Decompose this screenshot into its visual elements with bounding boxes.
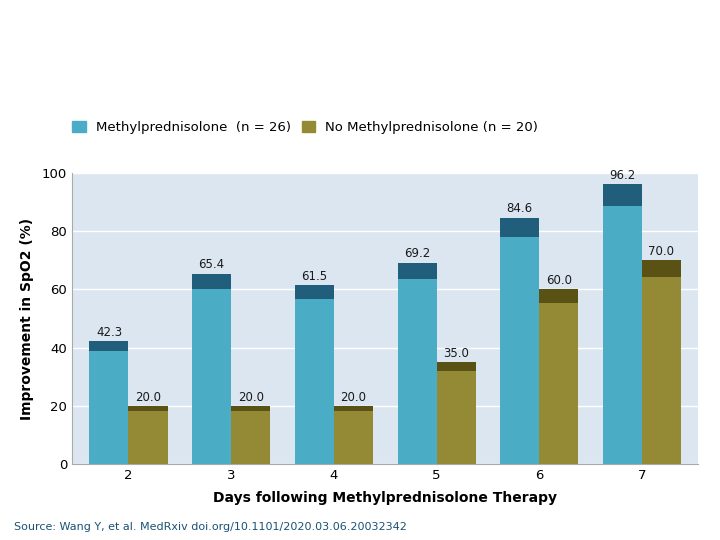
Bar	[539, 289, 578, 464]
Bar	[436, 362, 476, 370]
Bar	[231, 406, 270, 464]
Text: 60.0: 60.0	[546, 274, 572, 287]
Bar	[436, 362, 476, 464]
Text: 70.0: 70.0	[649, 245, 675, 258]
Text: 61.5: 61.5	[301, 270, 328, 283]
Bar	[192, 274, 231, 289]
Bar	[128, 406, 168, 464]
Y-axis label: Improvement in SpO2 (%): Improvement in SpO2 (%)	[19, 218, 34, 420]
Bar	[128, 406, 168, 411]
Text: 20.0: 20.0	[135, 391, 161, 404]
Bar	[192, 274, 231, 464]
Text: Patients with Severe COVID-19 Pneumonia: Results: Patients with Severe COVID-19 Pneumonia:…	[18, 77, 624, 98]
Text: Source: Wang Y, et al. MedRxiv doi.org/10.1101/2020.03.06.20032342: Source: Wang Y, et al. MedRxiv doi.org/1…	[14, 522, 408, 532]
Legend: Methylprednisolone  (n = 26), No Methylprednisolone (n = 20): Methylprednisolone (n = 26), No Methylpr…	[72, 121, 539, 134]
Text: 96.2: 96.2	[609, 168, 636, 181]
Bar	[397, 262, 436, 279]
Text: 35.0: 35.0	[443, 347, 469, 360]
Bar	[603, 184, 642, 464]
Bar	[334, 406, 373, 411]
Bar	[500, 218, 539, 238]
Text: 65.4: 65.4	[199, 258, 225, 272]
Bar	[334, 406, 373, 464]
Text: 42.3: 42.3	[96, 326, 122, 339]
Bar	[539, 289, 578, 303]
Text: 20.0: 20.0	[238, 391, 264, 404]
Bar	[397, 262, 436, 464]
Bar	[603, 184, 642, 206]
Bar	[89, 341, 128, 351]
Bar	[294, 285, 334, 299]
X-axis label: Days following Methylprednisolone Therapy: Days following Methylprednisolone Therap…	[213, 491, 557, 504]
Text: 69.2: 69.2	[404, 247, 430, 260]
Text: Early Low-dose, Short-term Corticosteroid Treatment in: Early Low-dose, Short-term Corticosteroi…	[18, 29, 673, 49]
Bar	[642, 260, 681, 276]
Bar	[500, 218, 539, 464]
Bar	[294, 285, 334, 464]
Bar	[642, 260, 681, 464]
Bar	[89, 341, 128, 464]
Bar	[231, 406, 270, 411]
Text: 20.0: 20.0	[341, 391, 366, 404]
Text: 84.6: 84.6	[507, 202, 533, 215]
